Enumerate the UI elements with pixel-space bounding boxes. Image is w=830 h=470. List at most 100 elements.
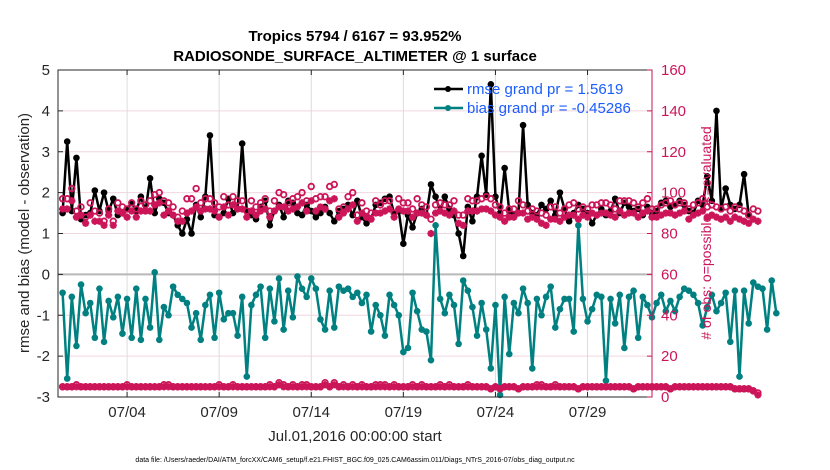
evaluated-obs-point (266, 213, 274, 221)
evaluated-obs-point (579, 211, 587, 219)
evaluated-obs-point (68, 197, 76, 205)
bias-point (565, 295, 573, 303)
evaluated-obs-point (588, 383, 596, 391)
evaluated-obs-point (151, 201, 159, 209)
bias-point (634, 334, 642, 342)
rmse-point (459, 252, 467, 260)
evaluated-obs-point (247, 383, 255, 391)
y2-tick-label: 60 (661, 266, 678, 283)
evaluated-obs-point (653, 383, 661, 391)
evaluated-obs-point (712, 213, 721, 221)
bias-point (602, 377, 610, 384)
evaluated-obs-point (473, 383, 481, 391)
evaluated-obs-point (445, 211, 453, 219)
evaluated-obs-point (114, 383, 122, 391)
evaluated-obs-point (385, 383, 394, 391)
evaluated-obs-point (174, 383, 182, 391)
evaluated-obs-point (657, 211, 665, 219)
evaluated-obs-point (335, 213, 343, 221)
bias-point (667, 297, 674, 305)
possible-obs-point (316, 193, 325, 201)
evaluated-obs-point (293, 203, 302, 211)
possible-obs-point (127, 199, 136, 207)
possible-obs-point (422, 203, 431, 211)
possible-obs-point (740, 207, 748, 215)
evaluated-obs-point (178, 217, 186, 225)
bias-point (234, 332, 241, 339)
bias-point (146, 324, 154, 331)
evaluated-obs-point (224, 211, 232, 219)
evaluated-obs-point (109, 383, 117, 391)
evaluated-obs-point (160, 211, 168, 219)
bias-point (524, 299, 531, 307)
evaluated-obs-point (455, 219, 463, 227)
evaluated-obs-point (597, 209, 605, 217)
bias-point (409, 289, 416, 297)
evaluated-obs-point (372, 383, 380, 391)
possible-obs-point (454, 211, 463, 219)
bias-point (616, 291, 624, 299)
y2-tick-label: 0 (661, 389, 669, 406)
y-tick-label: 5 (42, 62, 50, 79)
rmse-point (427, 181, 435, 188)
evaluated-obs-point (611, 213, 619, 221)
evaluated-obs-point (496, 213, 504, 221)
evaluated-obs-point (105, 211, 113, 219)
evaluated-obs-point (689, 383, 698, 391)
bias-point (326, 287, 333, 295)
bias-point (119, 330, 126, 337)
bias-point (436, 295, 444, 303)
evaluated-obs-point (164, 383, 173, 391)
rmse-point (197, 213, 205, 221)
evaluated-obs-point (583, 213, 592, 221)
evaluated-obs-point (210, 383, 219, 391)
evaluated-obs-point (77, 211, 85, 219)
evaluated-obs-point (629, 209, 638, 217)
possible-obs-point (201, 195, 210, 203)
evaluated-obs-point (676, 209, 684, 217)
bias-point (607, 295, 614, 303)
possible-obs-point (744, 211, 753, 219)
evaluated-obs-point (754, 391, 762, 399)
bias-point (386, 291, 393, 299)
evaluated-obs-point (450, 383, 458, 391)
rmse-point (409, 224, 416, 231)
evaluated-obs-point (501, 383, 509, 391)
evaluated-obs-point (514, 385, 523, 393)
possible-obs-point (721, 203, 730, 211)
evaluated-obs-point (551, 383, 559, 391)
y-tick-label: 0 (42, 266, 50, 283)
evaluated-obs-point (326, 197, 334, 205)
possible-obs-point (639, 199, 647, 207)
rmse-point (280, 213, 287, 221)
bias-point (552, 324, 559, 331)
bias-point (330, 324, 338, 331)
bias-point (630, 287, 637, 295)
evaluated-obs-point (141, 383, 150, 391)
possible-obs-point (694, 199, 702, 207)
evaluated-obs-point (220, 203, 228, 211)
evaluated-obs-point (404, 207, 412, 215)
evaluated-obs-point (247, 207, 255, 215)
evaluated-obs-point (422, 211, 430, 219)
evaluated-obs-point (298, 383, 306, 391)
y2-tick-label: 140 (661, 103, 686, 120)
evaluated-obs-point (303, 207, 311, 215)
possible-obs-point (399, 199, 408, 207)
bias-point (367, 328, 375, 335)
possible-obs-point (556, 209, 564, 217)
evaluated-obs-point (436, 383, 444, 391)
bias-point (740, 287, 748, 295)
rmse-point (100, 189, 108, 196)
bias-point (257, 283, 264, 290)
bias-point (188, 324, 195, 331)
evaluated-obs-point (708, 211, 716, 219)
evaluated-obs-point (404, 383, 412, 391)
evaluated-obs-point (685, 215, 693, 223)
x-tick-label: 07/24 (477, 404, 515, 421)
rmse-point (266, 222, 274, 229)
rmse-point (206, 132, 214, 139)
bias-point (261, 334, 269, 342)
evaluated-obs-point (482, 383, 490, 391)
evaluated-obs-point (427, 229, 435, 238)
